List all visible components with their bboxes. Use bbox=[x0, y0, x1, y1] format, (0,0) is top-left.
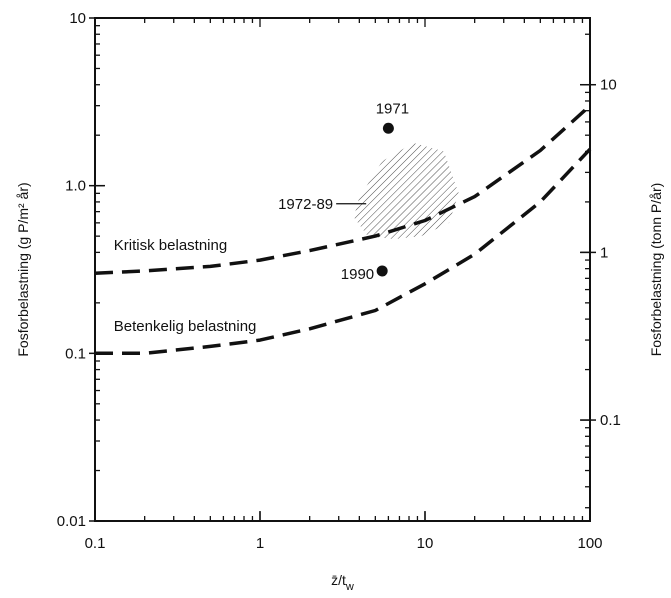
x-axis-label-sub: w bbox=[345, 581, 354, 593]
series-line-1 bbox=[95, 147, 592, 356]
x-axis-label: z̄/tw bbox=[331, 572, 354, 593]
x-tick-label: 1 bbox=[256, 535, 264, 552]
plot-frame bbox=[94, 17, 591, 522]
point-label-1990: 1990 bbox=[341, 266, 374, 283]
y-axis-label-left: Fosforbelastning (g P/m² år) bbox=[15, 182, 31, 356]
x-tick-label: 0.1 bbox=[85, 535, 106, 552]
y-axis-label-right: Fosforbelastning (tonn P/år) bbox=[648, 183, 664, 357]
right-y-tick-label: 1 bbox=[600, 244, 608, 261]
right-y-tick-label: 10 bbox=[600, 77, 617, 94]
x-tick-label: 10 bbox=[417, 535, 434, 552]
right-y-tick-label: 0.1 bbox=[600, 412, 621, 429]
data-point-1990 bbox=[376, 265, 388, 277]
x-tick-label: 100 bbox=[577, 535, 602, 552]
y-tick-label: 0.01 bbox=[57, 513, 86, 530]
point-label-1971: 1971 bbox=[376, 100, 409, 117]
curve-annotation: Kritisk belastning bbox=[114, 237, 227, 254]
y-tick-label: 0.1 bbox=[65, 345, 86, 362]
x-axis-label-main: z̄/t bbox=[331, 572, 346, 588]
region-label: 1972-89 bbox=[278, 196, 333, 213]
curve-annotation: Betenkelig belastning bbox=[114, 318, 257, 335]
y-tick-label: 10 bbox=[69, 10, 86, 27]
data-point-1971 bbox=[382, 122, 394, 134]
region-1972-89 bbox=[353, 142, 459, 240]
y-tick-label: 1.0 bbox=[65, 178, 86, 195]
series-line-0 bbox=[94, 104, 592, 276]
